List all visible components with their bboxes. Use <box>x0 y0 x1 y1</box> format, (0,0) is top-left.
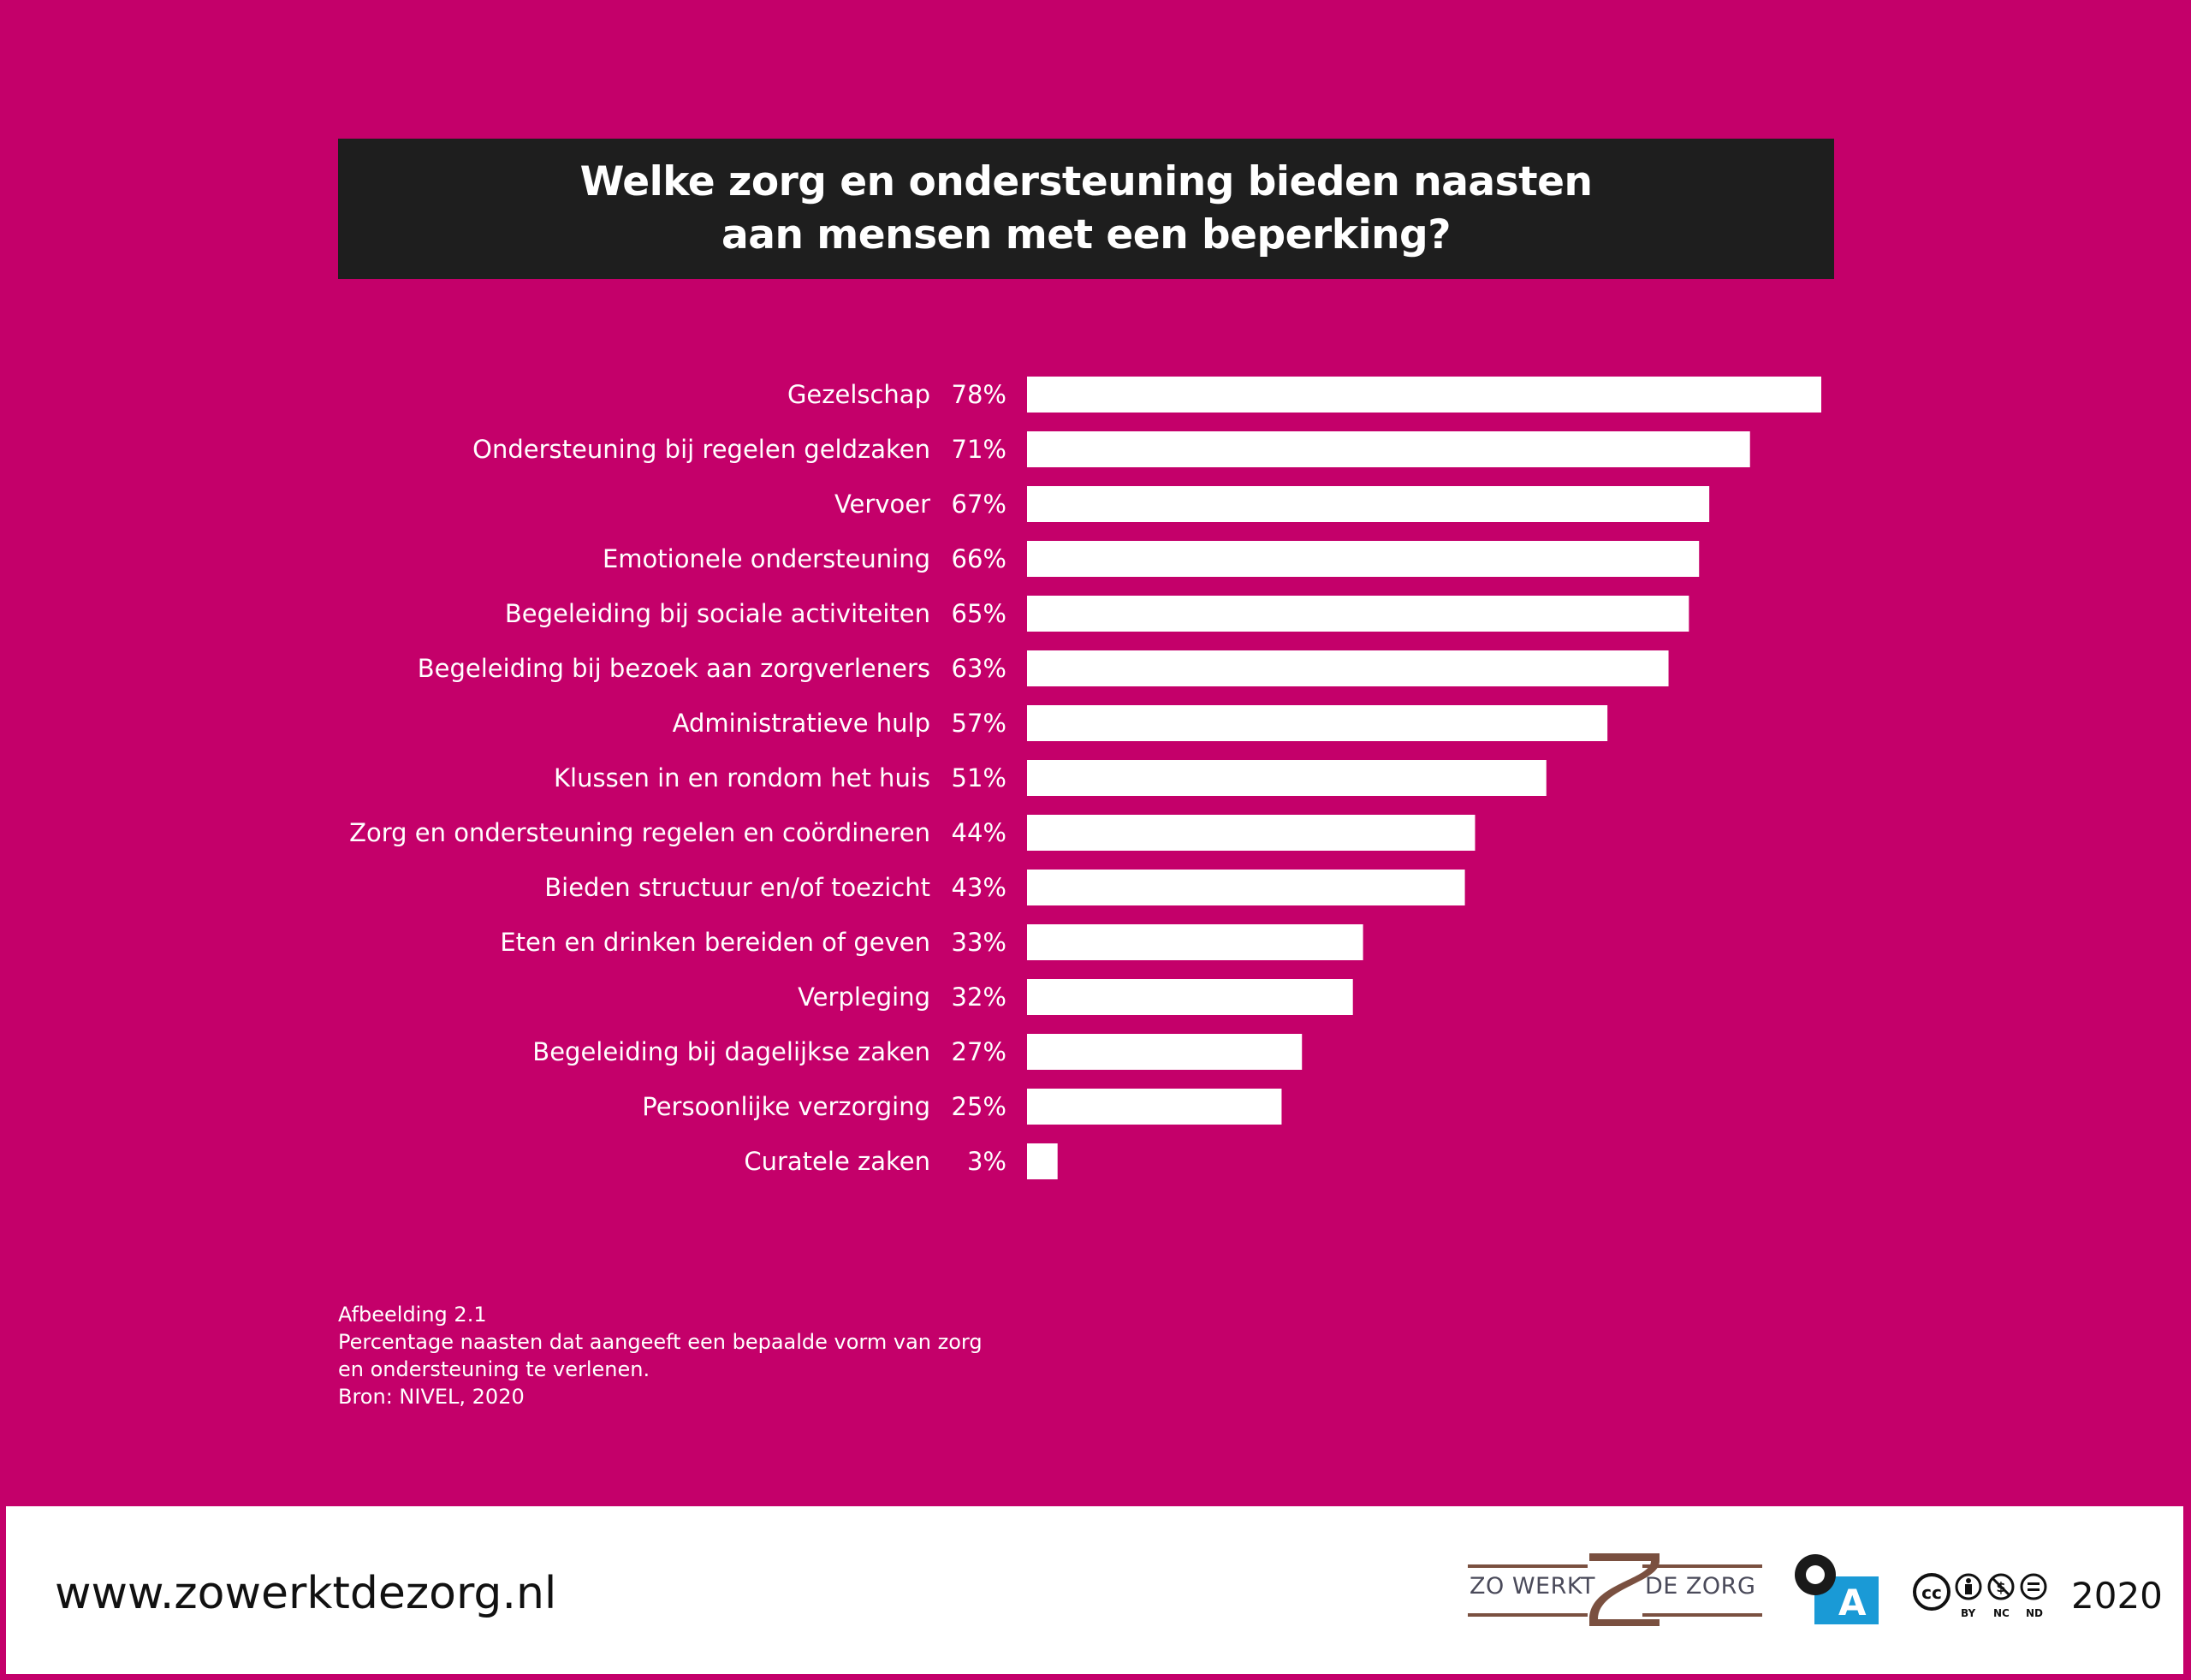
caption-description-1: Percentage naasten dat aangeeft een bepa… <box>338 1330 983 1354</box>
by-icon <box>1955 1573 1982 1600</box>
value-label: 44% <box>952 818 1006 847</box>
figure-caption: Afbeelding 2.1 Percentage naasten dat aa… <box>338 1301 983 1410</box>
value-label: 33% <box>952 928 1006 957</box>
category-label: Administratieve hulp <box>673 709 930 738</box>
category-label: Eten en drinken bereiden of geven <box>500 928 930 957</box>
value-label: 66% <box>952 544 1006 573</box>
category-label: Emotionele ondersteuning <box>603 544 930 573</box>
category-label: Bieden structuur en/of toezicht <box>544 873 930 902</box>
category-label: Begeleiding bij dagelijkse zaken <box>532 1037 930 1066</box>
category-label: Begeleiding bij sociale activiteiten <box>505 599 930 628</box>
bar <box>1027 650 1669 686</box>
bar <box>1027 541 1700 577</box>
value-label: 25% <box>952 1092 1006 1121</box>
value-label: 32% <box>952 982 1006 1012</box>
bar <box>1027 705 1608 741</box>
cc-label-by: BY <box>1961 1607 1976 1619</box>
cc-label-nd: ND <box>2026 1607 2044 1619</box>
value-label: 57% <box>952 709 1006 738</box>
zo-werkt-de-zorg-logo: ZO WERKT DE ZORG <box>1461 1549 1769 1635</box>
category-label: Klussen in en rondom het huis <box>554 763 930 793</box>
nc-icon: $ <box>1987 1573 2015 1600</box>
value-label: 65% <box>952 599 1006 628</box>
value-label: 43% <box>952 873 1006 902</box>
category-label: Gezelschap <box>787 380 930 409</box>
bar-chart: Gezelschap 78% Ondersteuning bij regelen g… <box>349 377 1821 1179</box>
value-label: 63% <box>952 654 1006 683</box>
nd-icon <box>2020 1573 2047 1600</box>
value-label: 27% <box>952 1037 1006 1066</box>
cc-license-icons: cc $ <box>1913 1573 2047 1611</box>
bar <box>1027 431 1750 467</box>
category-label: Curatele zaken <box>744 1147 930 1176</box>
open-access-letter: A <box>1838 1582 1867 1624</box>
footer-year: 2020 <box>2071 1575 2163 1617</box>
creative-commons-license: cc $ BY NC ND <box>1911 1573 2057 1624</box>
category-label: Persoonlijke verzorging <box>642 1092 930 1121</box>
category-label: Begeleiding bij bezoek aan zorgverleners <box>418 654 930 683</box>
category-label: Ondersteuning bij regelen geldzaken <box>472 435 930 464</box>
zo-werkt-de-zorg-logo-mark <box>1468 1553 1762 1626</box>
value-label: 3% <box>967 1147 1006 1176</box>
chart-title-line-1: Welke zorg en ondersteuning bieden naast… <box>579 158 1593 205</box>
open-access-icon <box>1795 1554 1879 1624</box>
bar <box>1027 1089 1282 1125</box>
category-label: Zorg en ondersteuning regelen en coördin… <box>349 818 930 847</box>
value-label: 71% <box>952 435 1006 464</box>
bar <box>1027 760 1547 796</box>
category-label: Vervoer <box>834 490 930 519</box>
bar <box>1027 486 1710 522</box>
bar <box>1027 924 1363 960</box>
cc-icon: cc <box>1913 1573 1951 1611</box>
open-access-logo: A <box>1790 1551 1885 1624</box>
value-label: 51% <box>952 763 1006 793</box>
chart-title-line-2: aan mensen met een beperking? <box>721 211 1451 258</box>
caption-source: Bron: NIVEL, 2020 <box>338 1385 525 1409</box>
bar <box>1027 979 1353 1015</box>
logo-text-zo-werkt: ZO WERKT <box>1470 1573 1595 1600</box>
caption-figure-number: Afbeelding 2.1 <box>338 1303 487 1327</box>
svg-text:cc: cc <box>1921 1582 1942 1603</box>
bar <box>1027 377 1821 413</box>
bar <box>1027 815 1476 851</box>
value-label: 78% <box>952 380 1006 409</box>
category-label: Verpleging <box>798 982 930 1012</box>
bar <box>1027 1143 1058 1179</box>
value-label: 67% <box>952 490 1006 519</box>
caption-description-2: en ondersteuning te verlenen. <box>338 1357 650 1381</box>
bar <box>1027 870 1465 905</box>
cc-label-nc: NC <box>1993 1607 2010 1619</box>
logo-text-de-zorg: DE ZORG <box>1645 1573 1756 1600</box>
bar <box>1027 1034 1303 1070</box>
bar <box>1027 596 1689 632</box>
chart-title-box: Welke zorg en ondersteuning bieden naast… <box>338 139 1834 279</box>
website-url[interactable]: www.zowerktdezorg.nl <box>55 1568 557 1619</box>
footer-bar: www.zowerktdezorg.nl ZO WERKT DE ZORG A … <box>6 1506 2183 1674</box>
